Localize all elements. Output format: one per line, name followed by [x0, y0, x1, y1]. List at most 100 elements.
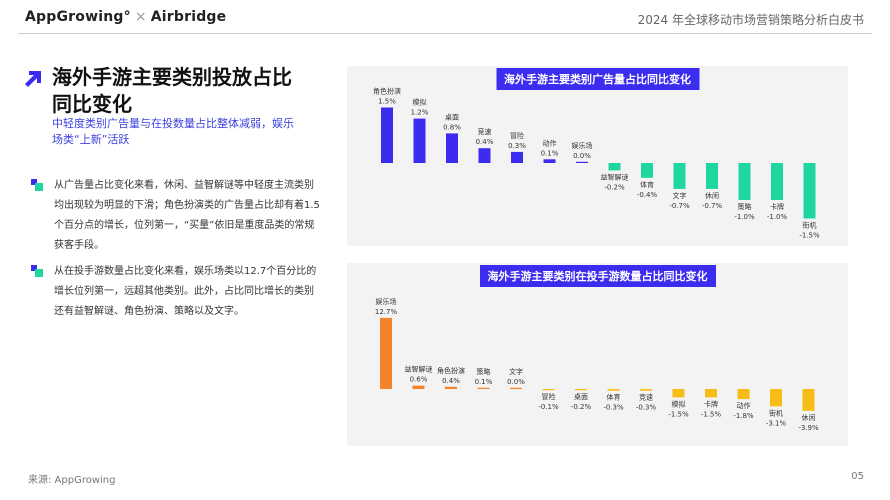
value-label: -1.5% — [701, 410, 722, 418]
value-label: -1.5% — [668, 410, 689, 418]
value-label: -0.7% — [669, 202, 690, 210]
brand-airbridge: Airbridge — [150, 9, 227, 25]
category-label: 休闲 — [802, 413, 816, 422]
bullet-text: 从在投手游数量占比变化来看，娱乐场类以12.7个百分比的增长位列第一，远超其他类… — [54, 266, 317, 317]
chart-title: 海外手游主要类别广告量占比同比变化 — [496, 68, 699, 90]
arrow-up-right-icon — [25, 71, 41, 87]
category-label: 动作 — [737, 401, 751, 410]
category-label: 动作 — [543, 138, 557, 147]
category-label: 文字 — [673, 191, 687, 200]
value-label: -0.4% — [637, 191, 658, 199]
value-label: -1.8% — [733, 412, 754, 420]
category-label: 街机 — [803, 221, 817, 230]
brand-appgrowing: AppGrowing° — [25, 9, 131, 25]
bar — [607, 389, 620, 391]
bullet-icon — [31, 179, 43, 191]
brand-logo: AppGrowing° × Airbridge — [25, 9, 226, 25]
value-label: 0.3% — [508, 142, 526, 150]
value-label: 12.7% — [375, 308, 398, 316]
bar — [705, 389, 717, 398]
bar — [608, 163, 621, 171]
page-header: AppGrowing° × Airbridge 2024 年全球移动市场营销策略分析… — [0, 0, 890, 34]
bullet-text: 从广告量占比变化来看，休闲、益智解谜等中轻度主流类别均出现较为明显的下滑；角色扮… — [54, 180, 320, 251]
bullet-icon — [31, 265, 43, 277]
bar — [802, 389, 815, 411]
category-label: 竞速 — [639, 393, 653, 402]
value-label: -3.1% — [766, 419, 787, 427]
category-label: 桌面 — [445, 112, 459, 121]
category-label: 益智解谜 — [405, 365, 433, 374]
bar-chart-game-count: 娱乐场 12.7% 益智解谜 0.6% 角色扮演 0.4% 策略 0.1% 文字 0.0% 冒险 -0… — [375, 297, 819, 432]
brand-separator: × — [134, 9, 147, 25]
section-subtitle: 中轻度类别广告量与在投数量占比整体减弱，娱乐场类“上新”活跃 — [52, 117, 294, 146]
category-label: 角色扮演 — [437, 366, 465, 375]
value-label: -0.2% — [604, 183, 625, 191]
category-label: 休闲 — [705, 191, 719, 200]
category-label: 卡牌 — [770, 202, 784, 211]
bar — [478, 148, 491, 163]
value-label: -0.2% — [571, 403, 592, 411]
category-label: 益智解谜 — [601, 172, 629, 181]
category-label: 策略 — [477, 367, 491, 376]
category-label: 冒险 — [542, 392, 556, 401]
chart-panel-game-count: 娱乐场 12.7% 益智解谜 0.6% 角色扮演 0.4% 策略 0.1% 文字 0.0% 冒险 -0… — [347, 263, 848, 446]
bar — [477, 387, 490, 389]
bar — [641, 163, 653, 178]
category-label: 竞速 — [478, 127, 492, 136]
value-label: 0.6% — [410, 376, 428, 384]
bar — [413, 118, 426, 163]
value-label: 0.4% — [442, 377, 460, 385]
bar — [380, 317, 392, 389]
value-label: 0.0% — [573, 152, 591, 160]
bar — [511, 151, 523, 163]
category-label: 娱乐场 — [572, 141, 593, 150]
chart-title: 海外手游主要类别在投手游数量占比同比变化 — [479, 265, 716, 287]
category-label: 角色扮演 — [373, 87, 401, 96]
bar — [771, 163, 783, 200]
value-label: 0.8% — [443, 123, 461, 131]
value-label: -0.3% — [636, 404, 657, 412]
value-label: -1.0% — [767, 213, 788, 221]
bar — [640, 389, 652, 391]
bar — [738, 163, 751, 200]
value-label: -3.9% — [798, 424, 819, 432]
bar — [445, 386, 457, 389]
value-label: -1.0% — [734, 213, 755, 221]
value-label: -0.1% — [538, 403, 559, 411]
chart-panel-ad-volume: 角色扮演 1.5% 模拟 1.2% 桌面 0.8% 竞速 0.4% 冒险 0.3% 动作 0.1% 娱乐… — [347, 66, 848, 246]
section-title: 海外手游主要类别投放占比同比变化 — [52, 65, 292, 116]
document-title: 2024 年全球移动市场营销策略分析白皮书 — [637, 13, 864, 27]
bar — [803, 163, 816, 219]
value-label: -0.3% — [603, 404, 624, 412]
category-label: 体育 — [607, 393, 621, 402]
value-label: 0.4% — [476, 138, 494, 146]
category-label: 桌面 — [574, 392, 588, 401]
bar — [446, 133, 458, 163]
bar — [576, 161, 588, 163]
category-label: 娱乐场 — [376, 297, 397, 306]
value-label: -1.5% — [799, 232, 820, 240]
value-label: 1.5% — [378, 98, 396, 106]
category-label: 卡牌 — [704, 399, 718, 408]
category-label: 模拟 — [672, 399, 686, 408]
value-label: -0.7% — [702, 202, 723, 210]
category-label: 体育 — [640, 180, 654, 189]
bar — [543, 159, 556, 163]
bar — [510, 387, 522, 389]
bar — [737, 389, 750, 400]
bar — [673, 163, 686, 189]
bar-chart-ad-volume: 角色扮演 1.5% 模拟 1.2% 桌面 0.8% 竞速 0.4% 冒险 0.3% 动作 0.1% 娱乐… — [373, 87, 820, 240]
page-number: 05 — [851, 471, 864, 482]
bar — [672, 389, 685, 398]
category-label: 策略 — [738, 202, 752, 211]
bar — [706, 163, 718, 189]
category-label: 文字 — [509, 367, 523, 376]
bar — [542, 389, 555, 391]
bar — [575, 389, 587, 391]
value-label: 0.1% — [475, 378, 493, 386]
value-label: 1.2% — [411, 109, 429, 117]
value-label: 0.1% — [541, 149, 559, 157]
header-divider — [18, 33, 872, 34]
category-label: 模拟 — [413, 98, 427, 107]
source-note: 来源: AppGrowing — [28, 475, 116, 486]
